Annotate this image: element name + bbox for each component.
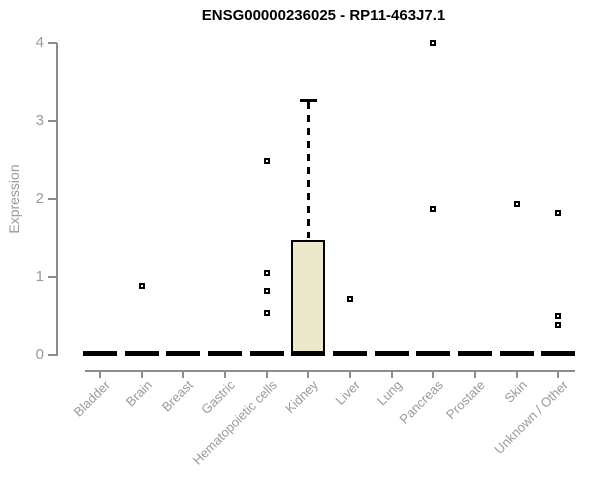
chart-title: ENSG00000236025 - RP11-463J7.1 bbox=[201, 7, 446, 24]
x-tick bbox=[557, 370, 560, 378]
median-line bbox=[83, 351, 117, 356]
x-tick bbox=[265, 370, 268, 378]
whisker-cap bbox=[299, 98, 317, 102]
median-line bbox=[291, 351, 326, 356]
outlier-point bbox=[263, 270, 270, 277]
x-tick bbox=[474, 370, 476, 378]
median-line bbox=[416, 351, 451, 356]
y-tick-label: 0 bbox=[35, 346, 44, 363]
x-tick bbox=[515, 370, 518, 378]
y-tick-label: 4 bbox=[35, 34, 44, 52]
x-tick bbox=[349, 370, 351, 378]
whisker bbox=[306, 102, 310, 239]
median-line bbox=[374, 351, 409, 356]
outlier-point bbox=[138, 283, 145, 290]
x-axis-line bbox=[85, 370, 575, 372]
outlier-point bbox=[263, 288, 270, 295]
outlier-point bbox=[347, 295, 353, 302]
x-tick bbox=[224, 370, 226, 378]
y-axis-line bbox=[56, 43, 58, 356]
y-tick-label: 1 bbox=[35, 268, 44, 286]
y-tick bbox=[48, 120, 57, 123]
outlier-point bbox=[263, 309, 270, 316]
y-tick bbox=[48, 354, 57, 356]
outlier-point bbox=[263, 158, 270, 165]
median-line bbox=[124, 351, 159, 356]
outlier-point bbox=[430, 39, 437, 46]
median-line bbox=[208, 351, 242, 356]
y-tick bbox=[48, 198, 57, 201]
outlier-point bbox=[555, 210, 562, 217]
x-tick bbox=[307, 370, 310, 378]
x-tick bbox=[432, 370, 435, 378]
median-line bbox=[499, 351, 534, 356]
median-line bbox=[333, 351, 367, 356]
median-line bbox=[541, 351, 576, 356]
median-line bbox=[458, 351, 492, 356]
outlier-point bbox=[513, 200, 520, 207]
y-tick bbox=[48, 42, 57, 45]
x-tick bbox=[140, 370, 143, 378]
outlier-point bbox=[430, 205, 437, 212]
y-tick-label: 3 bbox=[35, 112, 44, 130]
y-tick bbox=[48, 276, 57, 279]
median-line bbox=[166, 351, 201, 356]
median-line bbox=[249, 351, 284, 356]
outlier-point bbox=[555, 313, 562, 320]
x-tick bbox=[182, 370, 185, 378]
x-tick bbox=[99, 370, 101, 378]
box bbox=[291, 240, 326, 356]
x-tick bbox=[390, 370, 393, 378]
y-tick-label: 2 bbox=[35, 190, 44, 208]
outlier-point bbox=[555, 322, 562, 329]
